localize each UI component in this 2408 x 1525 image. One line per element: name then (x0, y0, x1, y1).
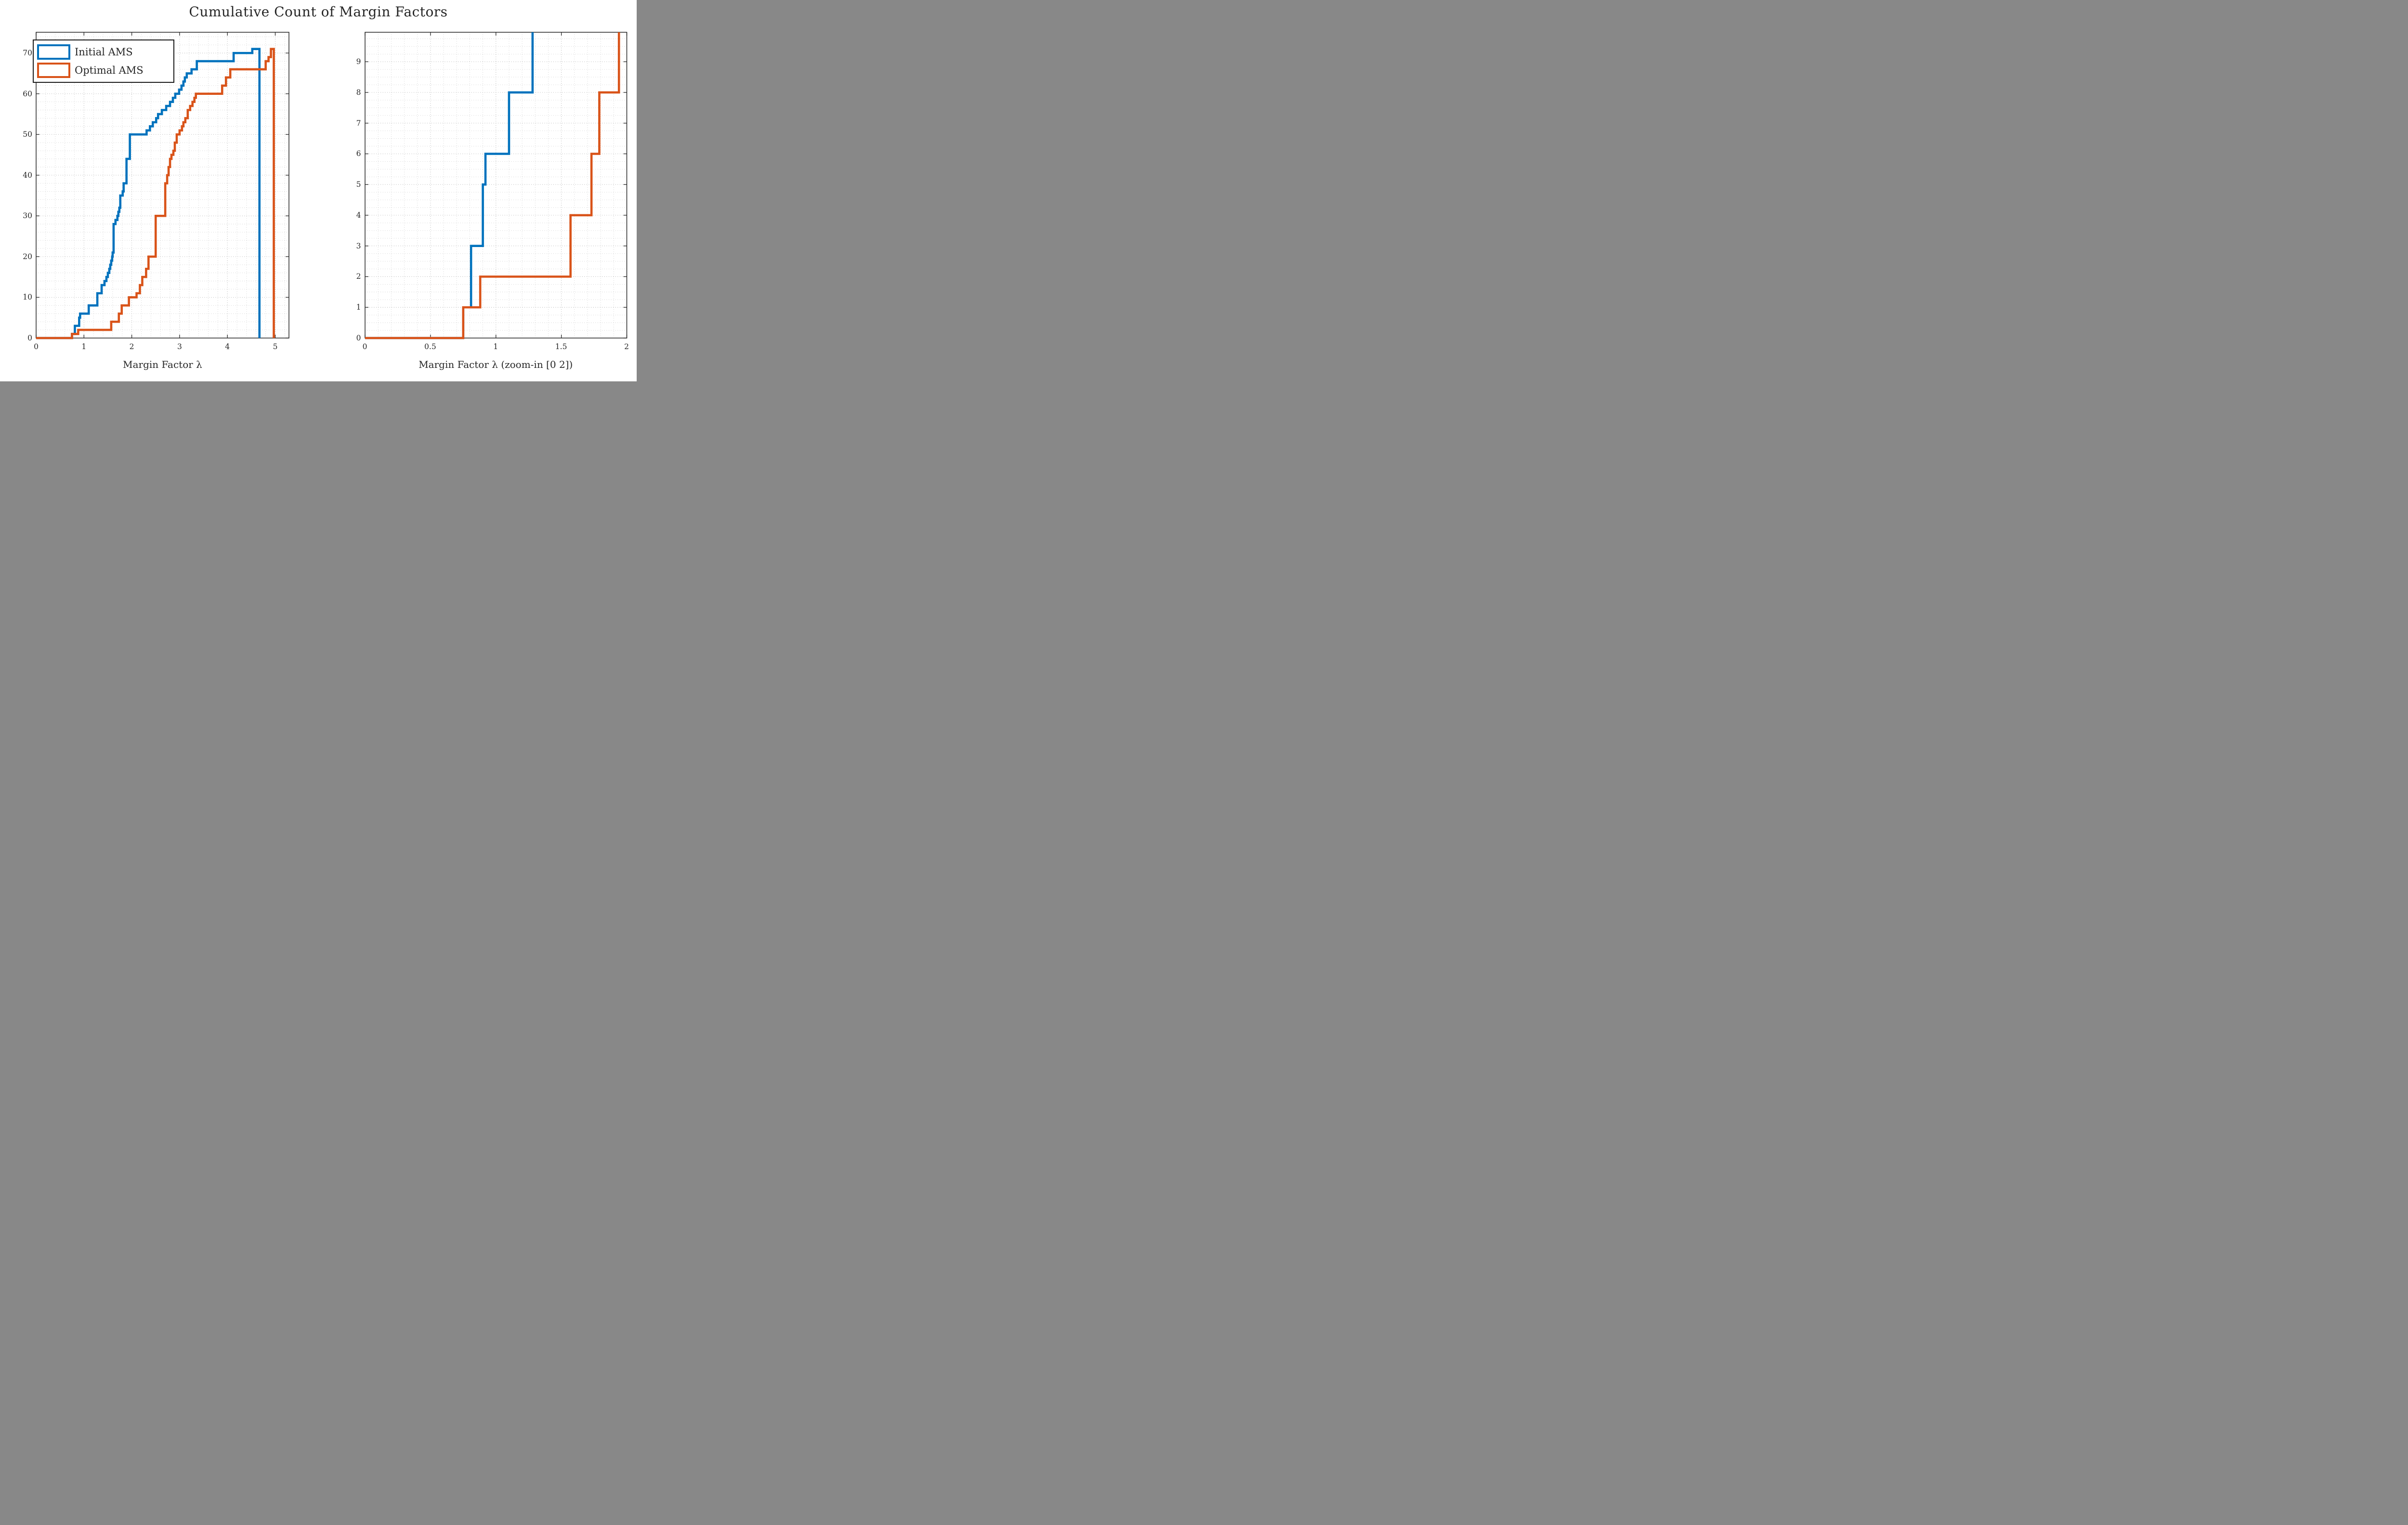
y-tick-label: 30 (23, 211, 32, 221)
y-tick-label: 7 (356, 118, 361, 128)
right-x-axis-label: Margin Factor λ (zoom-in [0 2]) (419, 359, 573, 370)
y-tick-label: 50 (23, 130, 32, 139)
y-tick-label: 5 (356, 180, 361, 189)
y-tick-label: 0 (27, 334, 32, 342)
optimal-ams-swatch-icon (37, 63, 70, 78)
legend: Initial AMS Optimal AMS (33, 39, 174, 83)
x-tick-label: 0.5 (424, 342, 436, 351)
curves (36, 48, 275, 339)
y-tick-label: 10 (23, 293, 32, 302)
y-tick-label: 9 (356, 57, 361, 66)
initial-ams-curve (36, 48, 261, 339)
y-tick-label: 60 (23, 89, 32, 98)
y-tick-label: 8 (356, 88, 361, 97)
x-tick-label: 1 (81, 342, 87, 351)
figure-canvas: Cumulative Count of Margin Factors Margi… (0, 0, 637, 381)
legend-item-optimal-ams: Optimal AMS (34, 63, 173, 78)
y-tick-label: 20 (23, 252, 32, 261)
right-plot (364, 32, 627, 339)
curves (365, 32, 620, 339)
x-tick-label: 2 (624, 342, 629, 351)
y-tick-label: 1 (356, 303, 361, 312)
x-tick-label: 0 (362, 342, 367, 351)
y-tick-label: 70 (23, 49, 32, 58)
legend-label: Optimal AMS (75, 65, 144, 76)
left-x-axis-label: Margin Factor λ (123, 359, 202, 370)
optimal-ams-curve (365, 32, 620, 339)
x-tick-label: 2 (129, 342, 134, 351)
y-tick-label: 4 (356, 210, 361, 220)
x-tick-label: 4 (225, 342, 230, 351)
y-tick-label: 0 (356, 334, 361, 342)
x-tick-label: 5 (273, 342, 278, 351)
x-tick-label: 0 (34, 342, 39, 351)
y-tick-label: 6 (356, 149, 361, 158)
grid-lines (365, 32, 627, 338)
chart-title: Cumulative Count of Margin Factors (189, 4, 448, 20)
legend-label: Initial AMS (75, 46, 133, 58)
y-tick-label: 2 (356, 272, 361, 281)
right-plot-svg (364, 32, 627, 339)
x-tick-label: 3 (177, 342, 182, 351)
initial-ams-curve (365, 32, 534, 339)
y-tick-label: 3 (356, 241, 361, 250)
y-tick-label: 40 (23, 170, 32, 180)
optimal-ams-curve (36, 48, 275, 339)
x-tick-label: 1 (493, 342, 498, 351)
initial-ams-swatch-icon (37, 44, 70, 60)
x-tick-label: 1.5 (555, 342, 567, 351)
legend-item-initial-ams: Initial AMS (34, 44, 173, 60)
